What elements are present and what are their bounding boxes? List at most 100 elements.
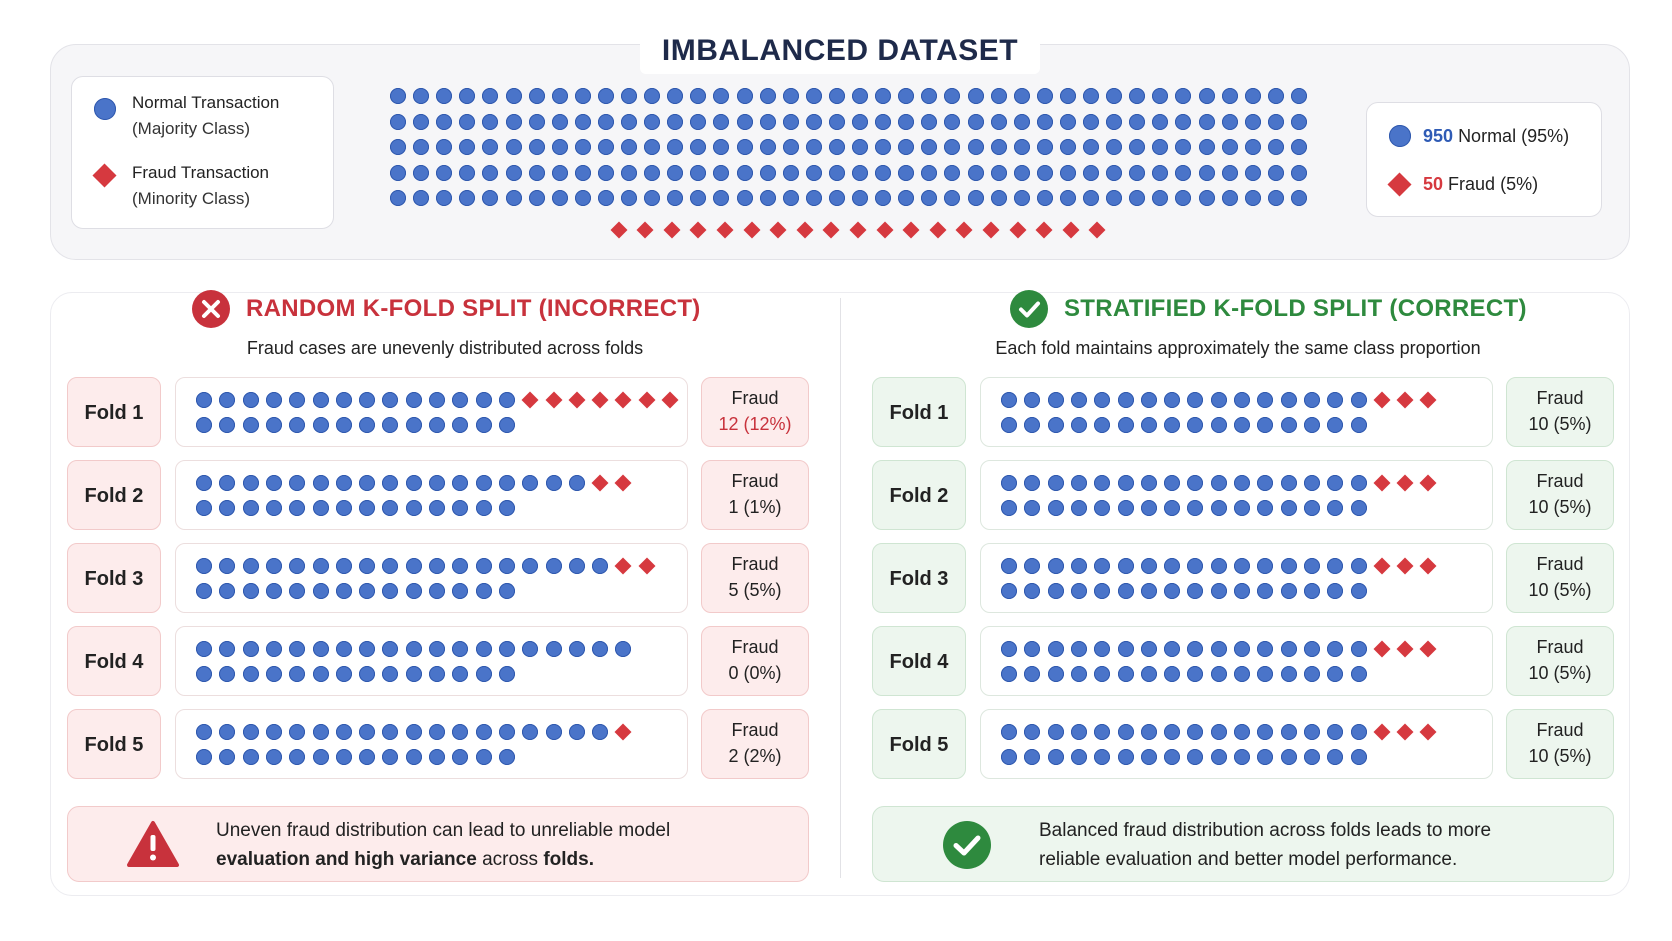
normal-transaction-dot: [196, 475, 212, 491]
normal-transaction-dot: [990, 164, 1007, 181]
normal-transaction-dot: [1350, 558, 1367, 574]
normal-transaction-dot: [1257, 749, 1274, 765]
stratified-note-line1: Balanced fraud distribution across folds…: [1039, 820, 1492, 841]
normal-transaction-dot: [505, 164, 522, 181]
random-kfold-title: RANDOM K-FOLD SPLIT (INCORRECT): [246, 295, 701, 322]
normal-transaction-dot: [736, 113, 753, 130]
fraud-count-label: Fraud: [731, 554, 779, 574]
incorrect-x-icon: [192, 290, 230, 328]
normal-transaction-dot: [667, 164, 684, 181]
normal-transaction-dot: [1257, 392, 1274, 408]
fraud-count-label: Fraud: [1536, 554, 1584, 574]
normal-transaction-dot: [1175, 164, 1192, 181]
normal-transaction-dot: [1303, 724, 1320, 740]
normal-transaction-dot: [242, 641, 259, 657]
normal-transaction-dot: [1350, 417, 1367, 433]
normal-transaction-dot: [1350, 475, 1367, 491]
normal-transaction-dot: [436, 164, 453, 181]
random-note-emphasis-2: folds.: [543, 849, 594, 870]
normal-transaction-dot: [597, 113, 614, 130]
normal-transaction-dot: [1140, 666, 1157, 682]
normal-transaction-dot: [713, 164, 730, 181]
normal-transaction-dot: [382, 417, 399, 433]
fraud-transaction-marker: [545, 391, 562, 409]
stratified-note-line2: reliable evaluation and better model per…: [1039, 849, 1458, 870]
normal-transaction-dot: [1152, 164, 1169, 181]
random-fold-5-label: Fold 5: [67, 709, 161, 779]
normal-transaction-dot: [196, 500, 212, 516]
fraud-count-label: Fraud: [1536, 637, 1584, 657]
normal-transaction-dot: [1280, 724, 1297, 740]
normal-transaction-dot: [382, 749, 399, 765]
fraud-transaction-marker: [568, 391, 586, 409]
normal-transaction-dot: [1164, 475, 1181, 491]
normal-transaction-dot: [475, 724, 492, 740]
normal-transaction-dot: [551, 139, 568, 155]
normal-transaction-dot: [312, 475, 329, 491]
normal-transaction-dot: [898, 190, 915, 206]
normal-transaction-dot: [1244, 190, 1261, 206]
normal-transaction-dot: [289, 500, 306, 516]
normal-transaction-dot: [335, 666, 352, 682]
normal-transaction-dot: [967, 164, 984, 181]
random-note-emphasis: evaluation and high variance: [216, 849, 477, 870]
normal-transaction-dot: [759, 113, 776, 130]
normal-transaction-dot: [482, 164, 499, 181]
normal-transaction-dot: [568, 475, 585, 491]
fraud-transaction-marker: [929, 221, 947, 239]
normal-transaction-dot: [545, 558, 562, 574]
normal-transaction-dot: [1001, 558, 1017, 574]
normal-transaction-dot: [475, 417, 492, 433]
normal-transaction-dot: [1303, 666, 1320, 682]
normal-transaction-dot: [545, 641, 562, 657]
normal-transaction-dot: [944, 139, 961, 155]
normal-transaction-dot: [1257, 500, 1274, 516]
normal-transaction-dot: [1210, 500, 1227, 516]
normal-transaction-dot: [498, 475, 515, 491]
normal-transaction-dot: [736, 164, 753, 181]
normal-transaction-dot: [574, 190, 591, 206]
normal-transaction-dot: [413, 113, 430, 130]
fraud-transaction-marker: [902, 221, 920, 239]
normal-transaction-dot: [475, 500, 492, 516]
stratified-kfold-subtitle: Each fold maintains approximately the sa…: [995, 338, 1481, 358]
normal-transaction-dot: [990, 88, 1007, 104]
normal-transaction-dot: [1164, 500, 1181, 516]
random-fold-2-count: Fraud 1 (1%): [701, 460, 809, 530]
normal-transaction-dot: [805, 190, 822, 206]
normal-transaction-dot: [242, 500, 259, 516]
normal-transaction-dot: [242, 749, 259, 765]
fraud-transaction-marker: [1373, 391, 1391, 409]
normal-transaction-dot: [644, 190, 661, 206]
normal-transaction-dot: [528, 190, 545, 206]
normal-transaction-dot: [475, 475, 492, 491]
random-fold-4-dots: [175, 626, 688, 696]
normal-transaction-dot: [1129, 164, 1146, 181]
normal-transaction-dot: [1350, 583, 1367, 599]
fraud-transaction-marker: [1396, 640, 1414, 658]
normal-transaction-dot: [498, 641, 515, 657]
normal-transaction-dot: [505, 113, 522, 130]
normal-transaction-dot: [921, 113, 938, 130]
normal-transaction-dot: [242, 724, 259, 740]
normal-transaction-dot: [312, 724, 329, 740]
normal-transaction-dot: [1024, 641, 1041, 657]
random-fold-2-label: Fold 2: [67, 460, 161, 530]
normal-transaction-dot: [852, 139, 868, 155]
normal-transaction-dot: [1106, 88, 1123, 104]
normal-transaction-dot: [452, 724, 469, 740]
normal-transaction-dot: [1290, 190, 1307, 206]
normal-transaction-dot: [1210, 641, 1227, 657]
fraud-count-label: Fraud: [731, 471, 779, 491]
normal-transaction-dot: [805, 164, 822, 181]
normal-transaction-dot: [1070, 666, 1087, 682]
normal-transaction-dot: [713, 139, 730, 155]
normal-transaction-dot: [312, 749, 329, 765]
normal-transaction-dot: [1083, 88, 1099, 104]
normal-transaction-dot: [265, 417, 282, 433]
normal-transaction-dot: [522, 558, 539, 574]
normal-transaction-dot: [1234, 666, 1250, 682]
normal-transaction-dot: [1129, 113, 1146, 130]
normal-transaction-dot: [1290, 139, 1307, 155]
normal-transaction-dot: [1198, 164, 1215, 181]
